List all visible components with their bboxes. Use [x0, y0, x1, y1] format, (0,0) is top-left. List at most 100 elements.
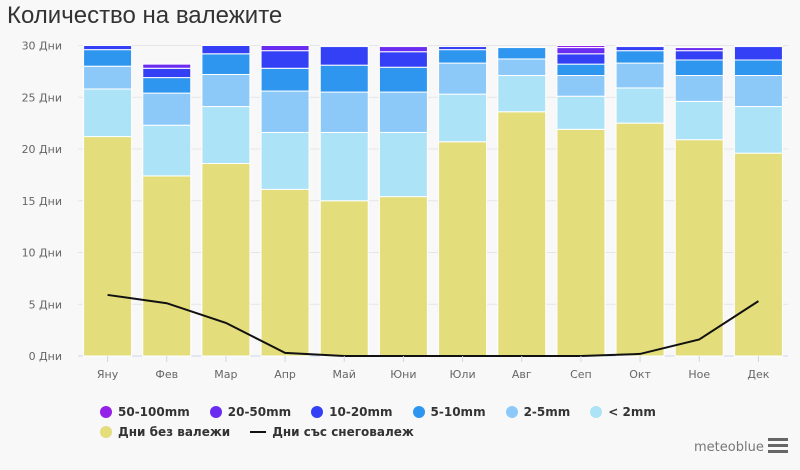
legend-item[interactable]: 10-20mm [311, 405, 393, 419]
bar-segment[interactable] [378, 91, 428, 133]
bar-segment[interactable] [142, 63, 192, 69]
bar-segment[interactable] [260, 90, 310, 133]
bar-segment[interactable] [733, 75, 783, 108]
brand-logo[interactable]: meteoblue [694, 440, 764, 455]
bar-segment[interactable] [438, 49, 488, 64]
bar-segment[interactable] [319, 46, 369, 66]
legend-item[interactable]: Дни със снеговалеж [250, 425, 414, 439]
bar-segment[interactable] [319, 45, 369, 48]
x-tick-label: Сеп [570, 368, 592, 381]
legend-item[interactable]: 50-100mm [100, 405, 190, 419]
bar-segment[interactable] [378, 131, 428, 198]
y-axis: 0 Дни 5 Дни 10 Дни 15 Дни 20 Дни 25 Дни 30 Дни [22, 40, 62, 364]
bar-segment[interactable] [556, 95, 606, 130]
legend-item[interactable]: 5-10mm [412, 405, 486, 419]
bar-segment[interactable] [674, 100, 724, 141]
bar-segment[interactable] [201, 106, 251, 164]
bar-segment[interactable] [556, 63, 606, 77]
bar-segment[interactable] [201, 45, 251, 55]
dot-swatch-icon [209, 406, 222, 418]
x-tick-label: Мар [214, 368, 237, 381]
bar-segment[interactable] [83, 88, 133, 138]
legend-label: 50-100mm [118, 405, 190, 419]
bar-segment[interactable] [260, 131, 310, 190]
bar-segment[interactable] [378, 51, 428, 68]
legend-item[interactable]: 2-5mm [505, 405, 571, 419]
bar-segment[interactable] [83, 136, 133, 357]
bar-segment[interactable] [497, 111, 547, 357]
dot-swatch-icon [100, 426, 112, 438]
bar-segment[interactable] [674, 47, 724, 52]
bar-segment[interactable] [615, 122, 665, 357]
bar-segment[interactable] [556, 75, 606, 97]
legend-row: Дни без валежи Дни със снеговалеж [100, 422, 660, 442]
bar-segment[interactable] [497, 47, 547, 60]
bar-segment[interactable] [556, 45, 606, 49]
legend-label: 20-50mm [227, 405, 292, 419]
bar-segment[interactable] [438, 141, 488, 357]
bar-segment[interactable] [438, 93, 488, 143]
legend-item[interactable]: < 2mm [590, 405, 656, 419]
x-tick-label: Юни [390, 368, 416, 381]
y-tick-label: 10 Дни [22, 247, 62, 260]
bar-segment[interactable] [260, 188, 310, 357]
bar-segment[interactable] [674, 139, 724, 357]
bar-segment[interactable] [615, 46, 665, 52]
hamburger-menu-icon[interactable] [768, 436, 788, 454]
bar-segment[interactable] [378, 66, 428, 93]
bar-segment[interactable] [674, 59, 724, 77]
legend-label: 2-5mm [523, 405, 571, 419]
bar-segment[interactable] [201, 73, 251, 108]
legend-label: 10-20mm [329, 405, 393, 419]
bar-segment[interactable] [556, 47, 606, 55]
bar-segment[interactable] [83, 65, 133, 90]
bar-segment[interactable] [733, 152, 783, 357]
bar-segment[interactable] [438, 46, 488, 51]
bar-segment[interactable] [615, 50, 665, 64]
bar-segment[interactable] [378, 196, 428, 357]
legend-item[interactable]: 20-50mm [209, 405, 292, 419]
x-tick-label: Ное [688, 368, 710, 381]
bar-segment[interactable] [319, 131, 369, 202]
bar-segment[interactable] [733, 45, 783, 48]
bar-segment[interactable] [201, 53, 251, 75]
dot-swatch-icon [311, 406, 324, 418]
bar-segment[interactable] [142, 124, 192, 177]
bar-segment[interactable] [733, 46, 783, 61]
legend-label: < 2mm [608, 405, 656, 419]
x-tick-label: Май [333, 368, 356, 381]
bar-segment[interactable] [733, 106, 783, 154]
bar-segment[interactable] [83, 49, 133, 67]
precipitation-chart: 0 Дни 5 Дни 10 Дни 15 Дни 20 Дни 25 Дни 30 Дни… [22, 40, 788, 381]
bar-segment[interactable] [260, 67, 310, 92]
y-tick-label: 5 Дни [29, 298, 62, 311]
bar-segment[interactable] [319, 64, 369, 93]
bar-segment[interactable] [674, 75, 724, 102]
legend-row: 50-100mm 20-50mm 10-20mm 5-10mm 2-5mm < 2mm [100, 402, 660, 422]
bar-segment[interactable] [556, 53, 606, 65]
bar-segment[interactable] [556, 128, 606, 357]
bar-segment[interactable] [142, 92, 192, 126]
bar-segment[interactable] [260, 45, 310, 52]
bar-segment[interactable] [378, 46, 428, 53]
bar-segment[interactable] [260, 50, 310, 69]
bar-segment[interactable] [319, 91, 369, 133]
bar-segment[interactable] [497, 58, 547, 77]
bar-segment[interactable] [733, 59, 783, 77]
bar-segment[interactable] [438, 62, 488, 95]
bar-segment[interactable] [201, 162, 251, 357]
bar-segment[interactable] [615, 62, 665, 89]
bar-segment[interactable] [674, 50, 724, 61]
bar-segment[interactable] [615, 45, 665, 48]
bar-segment[interactable] [83, 45, 133, 51]
snow-days-line[interactable] [107, 293, 759, 357]
bar-segment[interactable] [378, 45, 428, 48]
bar-segment[interactable] [142, 175, 192, 357]
y-tick-label: 20 Дни [22, 143, 62, 156]
legend-item[interactable]: Дни без валежи [100, 425, 230, 439]
bar-segment[interactable] [142, 67, 192, 79]
bar-segment[interactable] [497, 75, 547, 113]
bar-segment[interactable] [615, 87, 665, 124]
bar-segment[interactable] [319, 200, 369, 357]
bar-segment[interactable] [142, 77, 192, 94]
